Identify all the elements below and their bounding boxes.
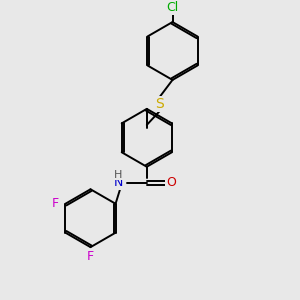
Text: O: O xyxy=(166,176,176,189)
Text: H: H xyxy=(114,170,122,180)
Text: Cl: Cl xyxy=(167,1,178,14)
Text: F: F xyxy=(52,197,59,210)
Text: S: S xyxy=(155,97,164,111)
Text: N: N xyxy=(113,176,123,189)
Text: F: F xyxy=(87,250,94,263)
